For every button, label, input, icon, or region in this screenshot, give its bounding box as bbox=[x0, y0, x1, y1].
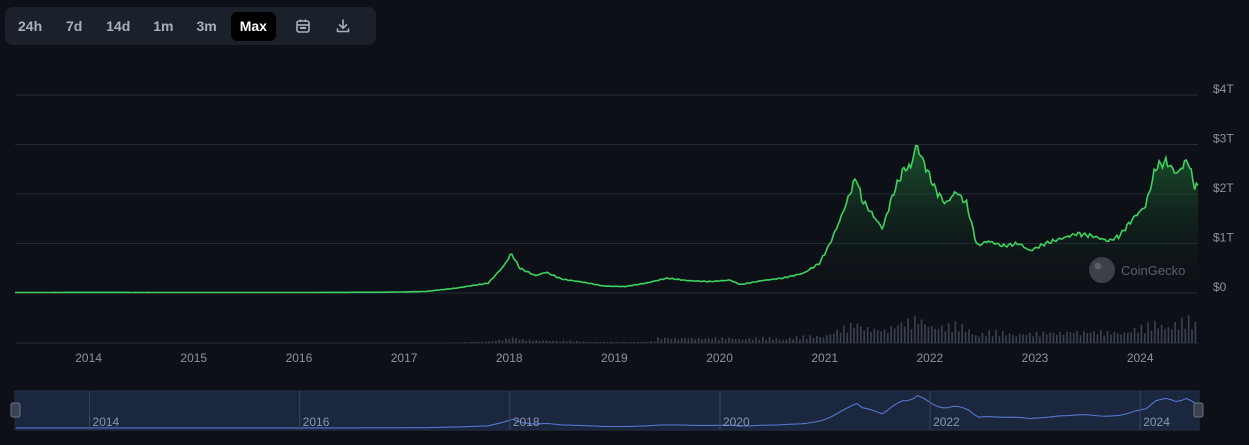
y-tick-label: $2T bbox=[1213, 181, 1234, 195]
navigator-tick-label: 2020 bbox=[723, 415, 750, 429]
calendar-button[interactable] bbox=[285, 12, 321, 41]
x-tick-label: 2018 bbox=[496, 351, 523, 365]
navigator-tick-label: 2022 bbox=[933, 415, 960, 429]
x-tick-label: 2021 bbox=[811, 351, 838, 365]
download-button[interactable] bbox=[325, 12, 361, 41]
x-tick-label: 2015 bbox=[180, 351, 207, 365]
range-max-button[interactable]: Max bbox=[230, 11, 276, 41]
download-icon bbox=[336, 19, 350, 33]
price-line bbox=[15, 144, 1199, 294]
x-tick-label: 2016 bbox=[286, 351, 313, 365]
range-14d-button[interactable]: 14d bbox=[106, 18, 131, 34]
navigator-selection[interactable] bbox=[16, 391, 1198, 430]
x-tick-label: 2020 bbox=[706, 351, 733, 365]
y-tick-label: $4T bbox=[1213, 82, 1234, 96]
x-tick-label: 2014 bbox=[75, 351, 102, 365]
range-7d-button[interactable]: 7d bbox=[65, 18, 83, 34]
calendar-icon bbox=[296, 19, 310, 33]
watermark-text: CoinGecko bbox=[1121, 263, 1185, 278]
range-24h-button[interactable]: 24h bbox=[18, 18, 43, 34]
navigator-left-handle[interactable] bbox=[10, 402, 21, 418]
x-axis-ticks: 2014 2015 2016 2017 2018 2019 2020 2021 2022 2023… bbox=[75, 351, 1154, 365]
x-tick-label: 2019 bbox=[601, 351, 628, 365]
range-1m-button[interactable]: 1m bbox=[153, 18, 174, 34]
x-tick-label: 2017 bbox=[391, 351, 418, 365]
x-tick-label: 2024 bbox=[1127, 351, 1154, 365]
y-tick-label: $3T bbox=[1213, 132, 1234, 146]
navigator-tick-label: 2014 bbox=[93, 415, 120, 429]
navigator-tick-label: 2024 bbox=[1143, 415, 1170, 429]
price-area bbox=[15, 144, 1199, 294]
x-tick-label: 2022 bbox=[917, 351, 944, 365]
navigator-tick-label: 2018 bbox=[513, 415, 540, 429]
navigator-line bbox=[16, 394, 1197, 429]
y-tick-label: $1T bbox=[1213, 231, 1234, 245]
range-3m-button[interactable]: 3m bbox=[196, 18, 217, 34]
navigator-right-handle[interactable] bbox=[1193, 402, 1204, 418]
y-tick-label: $0 bbox=[1213, 280, 1227, 294]
range-navigator[interactable]: 2014 2016 2018 2020 2022 2024 bbox=[10, 390, 1204, 431]
volume-bars bbox=[451, 315, 1197, 343]
x-tick-label: 2023 bbox=[1022, 351, 1049, 365]
navigator-tick-label: 2016 bbox=[303, 415, 330, 429]
y-axis-ticks: $0 $1T $2T $3T $4T bbox=[1213, 82, 1234, 294]
time-range-toolbar: 24h 7d 14d 1m 3m Max bbox=[5, 7, 376, 45]
grid-lines bbox=[15, 94, 1198, 344]
area-fill bbox=[15, 145, 1198, 293]
coingecko-logo-icon bbox=[1089, 257, 1115, 283]
coingecko-watermark: CoinGecko bbox=[1089, 257, 1185, 283]
